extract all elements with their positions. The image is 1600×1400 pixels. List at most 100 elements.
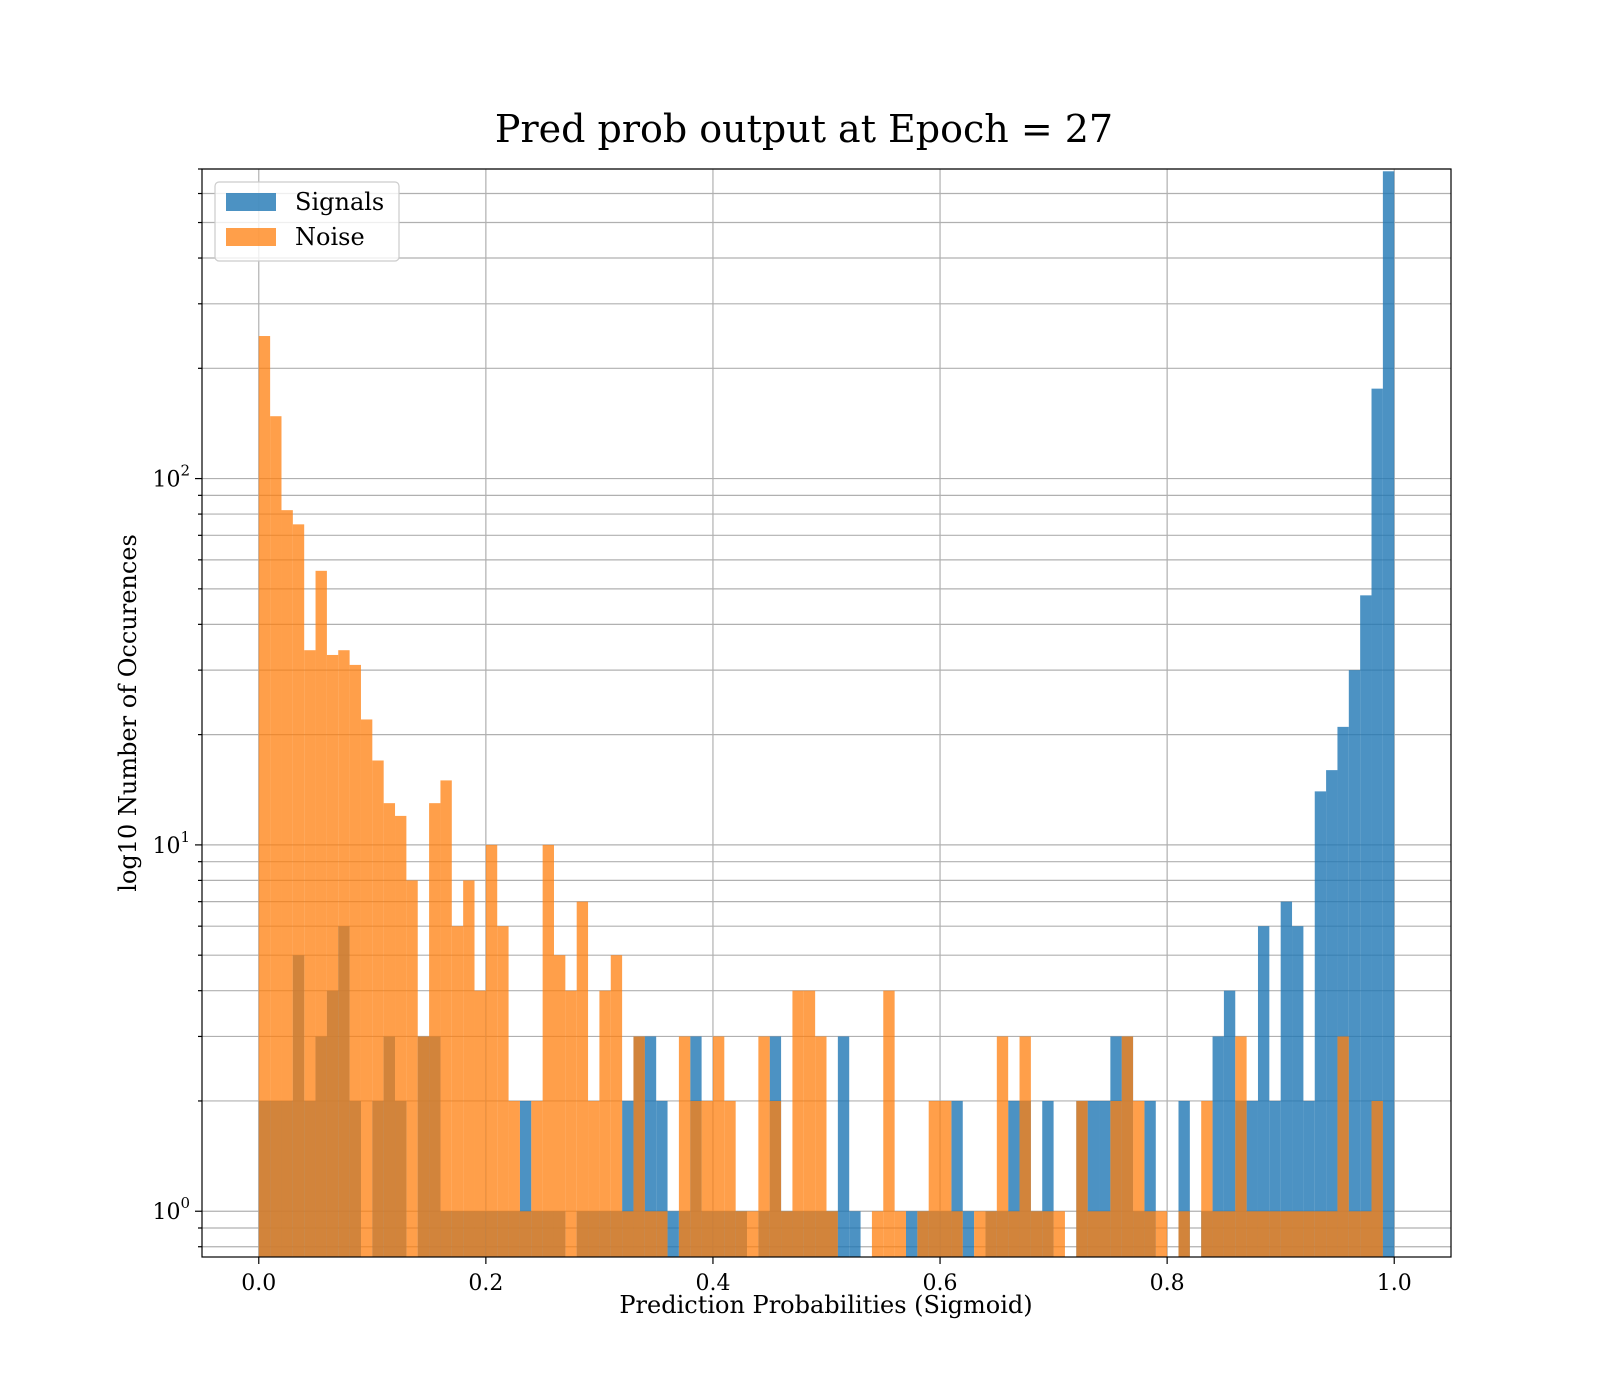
bar-noise (1008, 1211, 1020, 1257)
bar-noise (656, 1211, 668, 1257)
bar-signals (1382, 171, 1395, 1257)
bar-noise (565, 990, 577, 1257)
bar-noise (292, 524, 305, 1257)
bar-noise (701, 1100, 713, 1257)
bar-noise (1121, 1036, 1134, 1257)
bar-noise (792, 990, 804, 1257)
bar-noise (588, 1100, 600, 1257)
bar-noise (417, 1036, 430, 1257)
legend-label-noise: Noise (295, 223, 365, 251)
bar-noise (1076, 1100, 1088, 1257)
bar-signals (1099, 1100, 1111, 1257)
bar-signals (1314, 791, 1327, 1257)
bar-signals (1178, 1100, 1190, 1257)
legend-swatch-noise (226, 228, 276, 246)
x-tick-label: 0.4 (695, 1271, 730, 1296)
bar-noise (1099, 1211, 1111, 1257)
bar-noise (1030, 1211, 1043, 1257)
y-tick-label: 100 (152, 1194, 190, 1225)
bar-noise (281, 510, 293, 1257)
bar-signals (849, 1211, 861, 1257)
bar-noise (1348, 1211, 1361, 1257)
legend: Signals Noise (214, 181, 400, 262)
bar-noise (406, 880, 418, 1257)
bar-noise (1201, 1100, 1213, 1257)
x-axis-label: Prediction Probabilities (Sigmoid) (619, 1291, 1032, 1319)
bar-noise (1280, 1211, 1293, 1257)
bar-signals (1303, 1100, 1315, 1257)
bar-noise (724, 1100, 736, 1257)
bar-noise (633, 1036, 645, 1257)
bar-noise (599, 990, 611, 1257)
bar-noise (1269, 1211, 1281, 1257)
bar-noise (497, 926, 509, 1257)
bar-noise (815, 1036, 827, 1257)
bar-signals (1326, 770, 1338, 1257)
bar-noise (1155, 1211, 1168, 1257)
bar-noise (395, 815, 407, 1257)
legend-swatch-signals (226, 193, 276, 211)
ticks-layer: 0.0 0.2 0.4 0.6 0.8 1.0 100 101 102 (152, 168, 1412, 1296)
bars-layer (258, 171, 1395, 1257)
bar-noise (678, 1036, 691, 1257)
bar-noise (826, 1211, 838, 1257)
bar-signals (1360, 595, 1372, 1257)
bar-noise (712, 1036, 725, 1257)
bar-noise (485, 844, 498, 1257)
bar-noise (871, 1211, 884, 1257)
bar-signals (1246, 1100, 1258, 1257)
bar-signals (1292, 926, 1304, 1257)
bar-noise (1257, 1211, 1270, 1257)
bar-noise (463, 880, 475, 1257)
bar-signals (837, 1036, 850, 1257)
y-axis-label: log10 Number of Occurences (114, 534, 142, 892)
bar-signals (1269, 1100, 1281, 1257)
bar-noise (508, 1100, 520, 1257)
bar-noise (1303, 1211, 1315, 1257)
bar-signals (622, 1100, 634, 1257)
x-tick-label: 1.0 (1377, 1271, 1412, 1296)
bar-noise (1292, 1211, 1304, 1257)
bar-noise (781, 1211, 793, 1257)
x-tick-label: 0.0 (241, 1271, 276, 1296)
bar-noise (985, 1211, 997, 1257)
bar-noise (1246, 1211, 1258, 1257)
bar-noise (315, 570, 327, 1257)
bar-noise (326, 654, 339, 1257)
chart-title: Pred prob output at Epoch = 27 (495, 107, 1113, 151)
bar-noise (1087, 1211, 1100, 1257)
bar-signals (1087, 1100, 1100, 1257)
bar-noise (1326, 1211, 1338, 1257)
bar-noise (883, 990, 895, 1257)
bar-noise (1019, 1036, 1031, 1257)
bar-noise (1042, 1211, 1054, 1257)
bar-noise (349, 664, 361, 1257)
bar-noise (531, 1100, 543, 1257)
bar-signals (1042, 1100, 1054, 1257)
bar-signals (667, 1211, 679, 1257)
bar-noise (372, 760, 384, 1257)
x-tick-label: 0.8 (1150, 1271, 1185, 1296)
x-tick-label: 0.2 (468, 1271, 503, 1296)
bar-signals (1257, 926, 1270, 1257)
bar-noise (610, 955, 623, 1257)
bar-noise (360, 719, 373, 1257)
bar-noise (338, 650, 350, 1257)
bar-signals (644, 1036, 657, 1257)
bar-noise (304, 650, 316, 1257)
bar-noise (974, 1211, 986, 1257)
bar-noise (803, 990, 816, 1257)
bar-signals (1008, 1100, 1020, 1257)
bar-noise (542, 844, 554, 1257)
bar-noise (1314, 1211, 1327, 1257)
bar-noise (258, 336, 271, 1257)
bar-noise (622, 1211, 634, 1257)
bar-noise (735, 1211, 748, 1257)
bar-noise (1053, 1211, 1065, 1257)
bar-noise (270, 416, 282, 1257)
bar-noise (429, 803, 441, 1257)
bar-signals (962, 1211, 975, 1257)
bar-noise (894, 1211, 906, 1257)
